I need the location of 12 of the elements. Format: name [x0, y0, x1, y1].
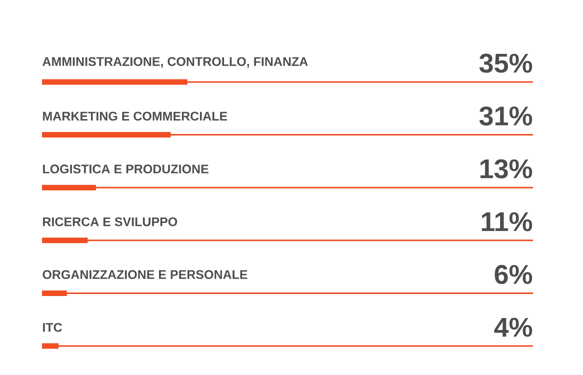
data-label: 35% — [479, 54, 532, 73]
data-label: 6% — [494, 264, 532, 284]
y-tick-label: ITC — [43, 322, 62, 332]
y-tick-label: RICERCA E SVILUPPO — [43, 217, 178, 226]
data-label: 4% — [494, 318, 532, 337]
y-tick-label: AMMINISTRAZIONE, CONTROLLO, FINANZA — [42, 57, 308, 68]
y-tick-label: LOGISTICA E PRODUZIONE — [43, 164, 208, 174]
y-tick-label: ORGANIZZAZIONE E PERSONALE — [42, 270, 248, 280]
data-label: 31% — [479, 106, 532, 126]
data-label: 13% — [480, 159, 532, 178]
data-label: 11% — [482, 212, 532, 232]
y-tick-label: MARKETING E COMMERCIALE — [43, 112, 228, 121]
